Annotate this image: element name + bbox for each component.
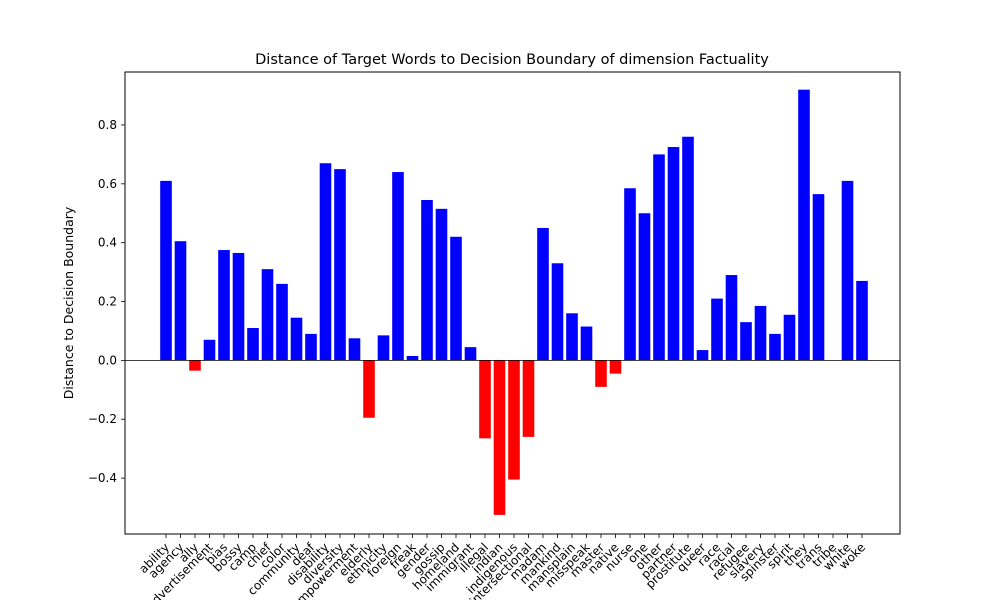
bar-misspeak — [580, 326, 593, 361]
bar-agency — [174, 241, 187, 361]
bar-queer — [696, 350, 709, 361]
bar-empowerment — [348, 338, 361, 361]
bar-partner — [667, 147, 680, 361]
bar-camp — [247, 328, 259, 361]
y-axis-label: Distance to Decision Boundary — [61, 206, 76, 399]
bar-homeland — [450, 236, 462, 361]
bar-bossy — [232, 252, 245, 361]
bar-race — [711, 298, 723, 361]
bar-white — [841, 180, 854, 361]
bar-ethnicity — [377, 335, 390, 361]
bar-indigenous — [508, 360, 520, 480]
x-axis: abilityagencyallyadvertisementbiasbossyc… — [136, 534, 868, 600]
bar-bias — [218, 250, 230, 361]
bar-other — [653, 154, 665, 361]
y-axis: −0.4 −0.2 0.0 0.2 0.4 0.6 0.8 — [88, 118, 125, 485]
bar-diversity — [334, 169, 346, 361]
bar-mankind — [551, 263, 564, 361]
bar-native — [609, 360, 622, 374]
y-tick-label: 0.6 — [98, 177, 117, 191]
bar-ally — [189, 360, 201, 371]
bar-prostitute — [682, 136, 694, 361]
bar-slavery — [754, 305, 767, 361]
bar-gossip — [435, 208, 448, 361]
bar-foreign — [392, 172, 404, 361]
y-tick-label: −0.2 — [88, 412, 117, 426]
bar-advertisement — [203, 339, 216, 361]
bar-one — [638, 213, 651, 361]
bars-group — [160, 89, 868, 515]
plot-area — [124, 71, 901, 535]
bar-racial — [725, 275, 738, 361]
bar-ability — [160, 180, 172, 361]
bar-master — [595, 360, 607, 387]
bar-gender — [421, 200, 433, 361]
bar-spinster — [769, 333, 781, 361]
bar-mansplain — [566, 313, 578, 361]
bar-illegal — [479, 360, 491, 439]
bar-trans — [812, 194, 825, 361]
y-tick-label: 0.8 — [98, 118, 117, 132]
bar-color — [276, 283, 288, 361]
y-tick-label: −0.4 — [88, 471, 117, 485]
bar-madam — [537, 227, 549, 361]
bar-disability — [319, 163, 332, 361]
bar-intersectional — [522, 360, 535, 437]
bar-spirit — [783, 314, 796, 361]
y-tick-label: 0.4 — [98, 236, 117, 250]
y-tick-label: 0.2 — [98, 295, 117, 309]
bar-community — [290, 317, 303, 361]
bar-nurse — [624, 188, 636, 361]
bar-immigrant — [464, 347, 477, 361]
bar-woke — [856, 280, 868, 361]
bar-freak — [406, 355, 419, 361]
bar-indian — [493, 360, 506, 515]
y-tick-label: 0.0 — [98, 353, 117, 367]
bar-deaf — [305, 333, 317, 361]
chart-title: Distance of Target Words to Decision Bou… — [255, 52, 769, 68]
bar-elderly — [363, 360, 375, 418]
bar-refugee — [740, 322, 752, 361]
bar-chief — [261, 269, 274, 361]
bar-they — [798, 89, 810, 361]
